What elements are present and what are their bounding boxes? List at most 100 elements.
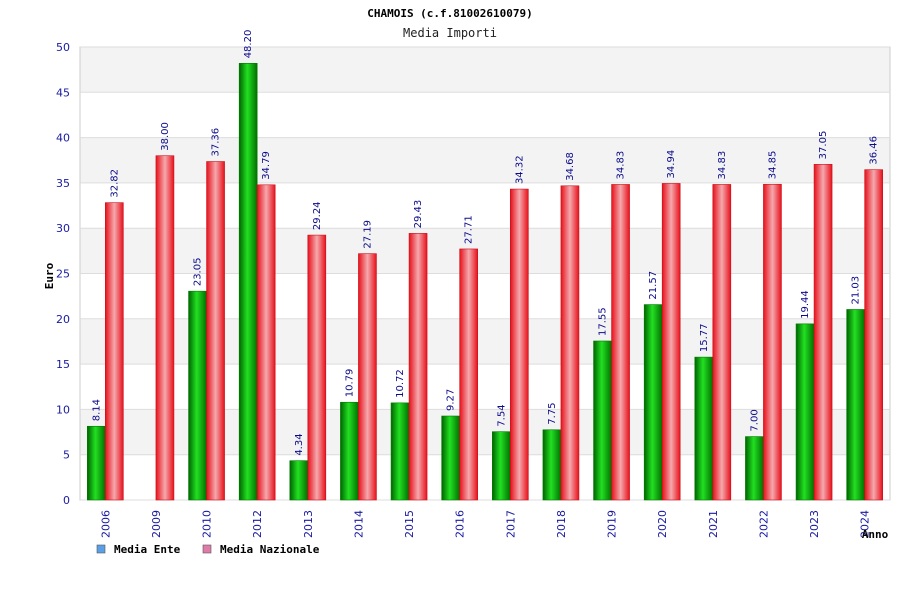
x-tick-label: 2010 [201, 510, 214, 538]
x-tick-label: 2014 [352, 510, 365, 538]
bar-media-ente [289, 460, 309, 501]
data-label: 19.44 [800, 290, 811, 319]
bar-media-ente [795, 323, 815, 501]
x-tick-label: 2015 [403, 510, 416, 538]
bar-media-ente [188, 290, 207, 501]
data-label: 8.14 [91, 399, 102, 421]
data-label: 37.05 [818, 131, 829, 160]
bar-media-nazionale [763, 183, 782, 501]
x-tick-label: 2016 [454, 510, 467, 538]
data-label: 7.54 [496, 404, 507, 426]
data-label: 10.72 [395, 369, 406, 398]
bar-media-nazionale [206, 161, 225, 501]
y-tick-label: 15 [56, 358, 70, 371]
y-tick-label: 25 [56, 268, 70, 281]
data-label: 10.79 [344, 369, 355, 398]
y-tick-label: 10 [56, 403, 70, 416]
bar-media-ente [390, 402, 410, 501]
x-tick-label: 2022 [757, 510, 770, 538]
bar-media-ente [846, 309, 865, 501]
data-label: 4.34 [294, 433, 305, 455]
data-label: 34.32 [514, 155, 525, 184]
data-label: 38.00 [160, 122, 171, 151]
x-tick-label: 2013 [302, 510, 315, 538]
bar-media-ente [694, 356, 714, 501]
y-axis-label: Euro [43, 262, 56, 289]
data-label: 34.79 [261, 151, 272, 180]
y-tick-label: 5 [63, 449, 70, 462]
data-label: 37.36 [211, 128, 222, 157]
legend-swatch [202, 544, 212, 554]
chart-subtitle: Media Importi [403, 26, 497, 40]
data-label: 36.46 [869, 136, 880, 165]
plot-band [80, 92, 890, 138]
y-axis-ticks: 0 5 10 15 20 25 30 35 40 45 50 [56, 41, 70, 507]
bar-media-ente [340, 401, 359, 501]
bar-media-ente [643, 304, 663, 501]
bar-media-ente [745, 436, 764, 501]
bar-media-nazionale [510, 188, 529, 501]
legend-label: Media Nazionale [220, 543, 320, 556]
y-tick-label: 40 [56, 132, 70, 145]
legend-swatch [96, 544, 106, 554]
data-label: 27.19 [362, 220, 373, 249]
x-tick-label: 2024 [859, 510, 872, 538]
bar-media-nazionale [712, 184, 732, 501]
y-tick-label: 35 [56, 177, 70, 190]
data-label: 48.20 [243, 30, 254, 59]
data-label: 15.77 [699, 323, 710, 352]
bar-media-nazionale [560, 185, 580, 501]
chart-title: CHAMOIS (c.f.81002610079) [367, 7, 533, 20]
data-label: 9.27 [446, 389, 457, 411]
bar-media-ente [87, 425, 106, 501]
x-tick-label: 2006 [99, 510, 112, 538]
data-label: 29.43 [413, 200, 424, 229]
bar-media-ente [593, 340, 612, 501]
data-label: 34.85 [767, 151, 778, 180]
data-label: 34.83 [616, 151, 627, 180]
x-tick-label: 2012 [251, 510, 264, 538]
bar-media-ente [238, 63, 258, 501]
data-label: 27.71 [464, 215, 475, 244]
x-tick-label: 2018 [555, 510, 568, 538]
y-tick-label: 0 [63, 494, 70, 507]
bar-media-nazionale [459, 248, 478, 501]
x-tick-label: 2023 [808, 510, 821, 538]
data-label: 23.05 [193, 258, 204, 287]
bar-media-nazionale [358, 253, 377, 501]
bar-media-nazionale [408, 233, 428, 501]
data-label: 34.68 [565, 152, 576, 181]
x-tick-label: 2020 [656, 510, 669, 538]
data-label: 32.82 [109, 169, 120, 198]
data-label: 17.55 [598, 307, 609, 336]
x-tick-label: 2021 [707, 510, 720, 538]
y-tick-label: 20 [56, 313, 70, 326]
x-axis-label: Anno [862, 528, 889, 541]
bar-media-ente [441, 415, 460, 501]
x-tick-label: 2017 [504, 510, 517, 538]
x-axis-ticks: 2006 2009 2010 2012 2013 2014 2015 2016 2017 2018… [99, 510, 871, 538]
bar-media-nazionale [256, 184, 276, 501]
data-label: 7.00 [749, 409, 760, 431]
bar-media-nazionale [661, 183, 681, 501]
x-tick-label: 2019 [606, 510, 619, 538]
y-tick-label: 50 [56, 41, 70, 54]
legend: Media Ente Media Nazionale [96, 543, 320, 556]
y-tick-label: 45 [56, 86, 70, 99]
bar-media-ente [492, 431, 511, 501]
bar-media-nazionale [105, 202, 124, 501]
bar-media-nazionale [864, 169, 883, 501]
bar-media-ente [542, 429, 562, 501]
legend-label: Media Ente [114, 543, 181, 556]
plot-band [80, 47, 890, 93]
data-label: 21.57 [648, 271, 659, 300]
bar-media-nazionale [611, 184, 630, 501]
data-label: 7.75 [547, 403, 558, 425]
y-tick-label: 30 [56, 222, 70, 235]
bar-media-nazionale [155, 155, 175, 501]
bars: 8.14 32.82 38.00 23.05 37.36 48.20 34.79 4.34 29… [87, 30, 883, 501]
x-tick-label: 2009 [150, 510, 163, 538]
data-label: 34.94 [666, 150, 677, 179]
data-label: 21.03 [851, 276, 862, 305]
